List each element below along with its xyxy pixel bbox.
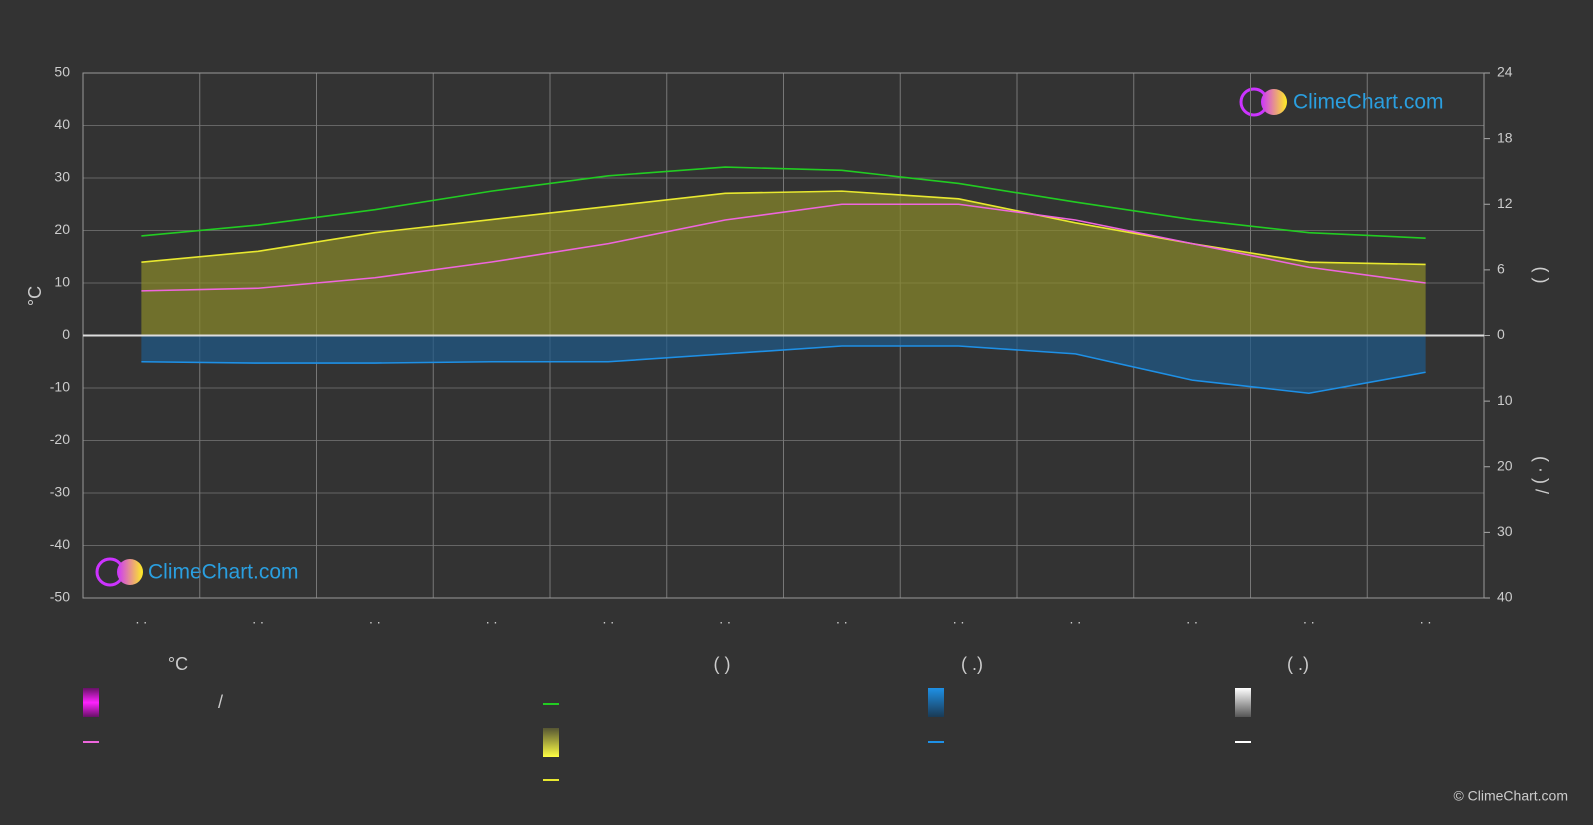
series-line (141, 345, 1426, 395)
y3-axis-label: ( · ) / (1531, 456, 1551, 494)
y3-tick-label: 10 (1497, 392, 1513, 408)
logo-sun (1261, 89, 1287, 115)
legend-heading: ( ) (714, 654, 731, 674)
legend-heading: ( .) (961, 654, 983, 674)
x-tick-label: . . (1303, 611, 1315, 627)
series-line (141, 203, 1426, 292)
y3-tick-label: 40 (1497, 589, 1513, 605)
y-tick-label: 20 (54, 221, 70, 237)
logo-bottom: ClimeChart.com (95, 557, 299, 587)
x-tick-label: . . (836, 611, 848, 627)
series-area (141, 191, 1426, 336)
series-line (141, 190, 1426, 266)
logo-sun (117, 559, 143, 585)
x-tick-label: . . (603, 611, 615, 627)
legend-heading: ( .) (1287, 654, 1309, 674)
y-tick-label: -10 (50, 379, 70, 395)
y2-tick-label: 12 (1497, 195, 1513, 211)
y-tick-label: 30 (54, 169, 70, 185)
y2-tick-label: 24 (1497, 64, 1513, 80)
legend-swatch (928, 688, 944, 717)
y3-tick-label: 30 (1497, 523, 1513, 539)
legend-heading: °C (168, 654, 188, 674)
y-tick-label: -30 (50, 484, 70, 500)
y-tick-label: -40 (50, 536, 70, 552)
x-tick-label: . . (1186, 611, 1198, 627)
y-tick-label: 40 (54, 116, 70, 132)
x-tick-label: . . (369, 611, 381, 627)
legend-swatch (83, 688, 99, 717)
legend-swatch (1235, 688, 1251, 717)
legend-note: / (218, 692, 223, 712)
y3-tick-label: 20 (1497, 457, 1513, 473)
y2-axis-label: ( ) (1531, 267, 1551, 284)
x-tick-label: . . (719, 611, 731, 627)
logo-text: ClimeChart.com (1293, 91, 1444, 114)
x-tick-label: . . (1070, 611, 1082, 627)
y-tick-label: -50 (50, 589, 70, 605)
y-tick-label: 0 (62, 326, 70, 342)
y2-tick-label: 0 (1497, 326, 1505, 342)
y-axis-label: °C (25, 286, 45, 306)
x-tick-label: . . (1420, 611, 1432, 627)
y-tick-label: 50 (54, 64, 70, 80)
logo-top: ClimeChart.com (1239, 87, 1444, 117)
y-tick-label: 10 (54, 274, 70, 290)
x-tick-label: . . (953, 611, 965, 627)
y-tick-label: -20 (50, 431, 70, 447)
x-tick-label: . . (486, 611, 498, 627)
copyright: © ClimeChart.com (1453, 788, 1568, 804)
series-area (141, 335, 1426, 394)
x-tick-label: . . (252, 611, 264, 627)
logo-text: ClimeChart.com (148, 561, 299, 584)
y2-tick-label: 6 (1497, 261, 1505, 277)
x-tick-label: . . (136, 611, 148, 627)
series-line (141, 166, 1426, 239)
y2-tick-label: 18 (1497, 129, 1513, 145)
legend-swatch (543, 728, 559, 757)
